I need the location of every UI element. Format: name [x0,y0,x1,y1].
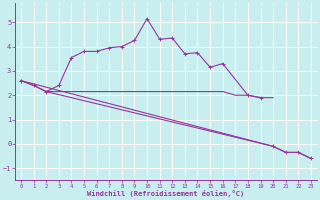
X-axis label: Windchill (Refroidissement éolien,°C): Windchill (Refroidissement éolien,°C) [87,190,244,197]
